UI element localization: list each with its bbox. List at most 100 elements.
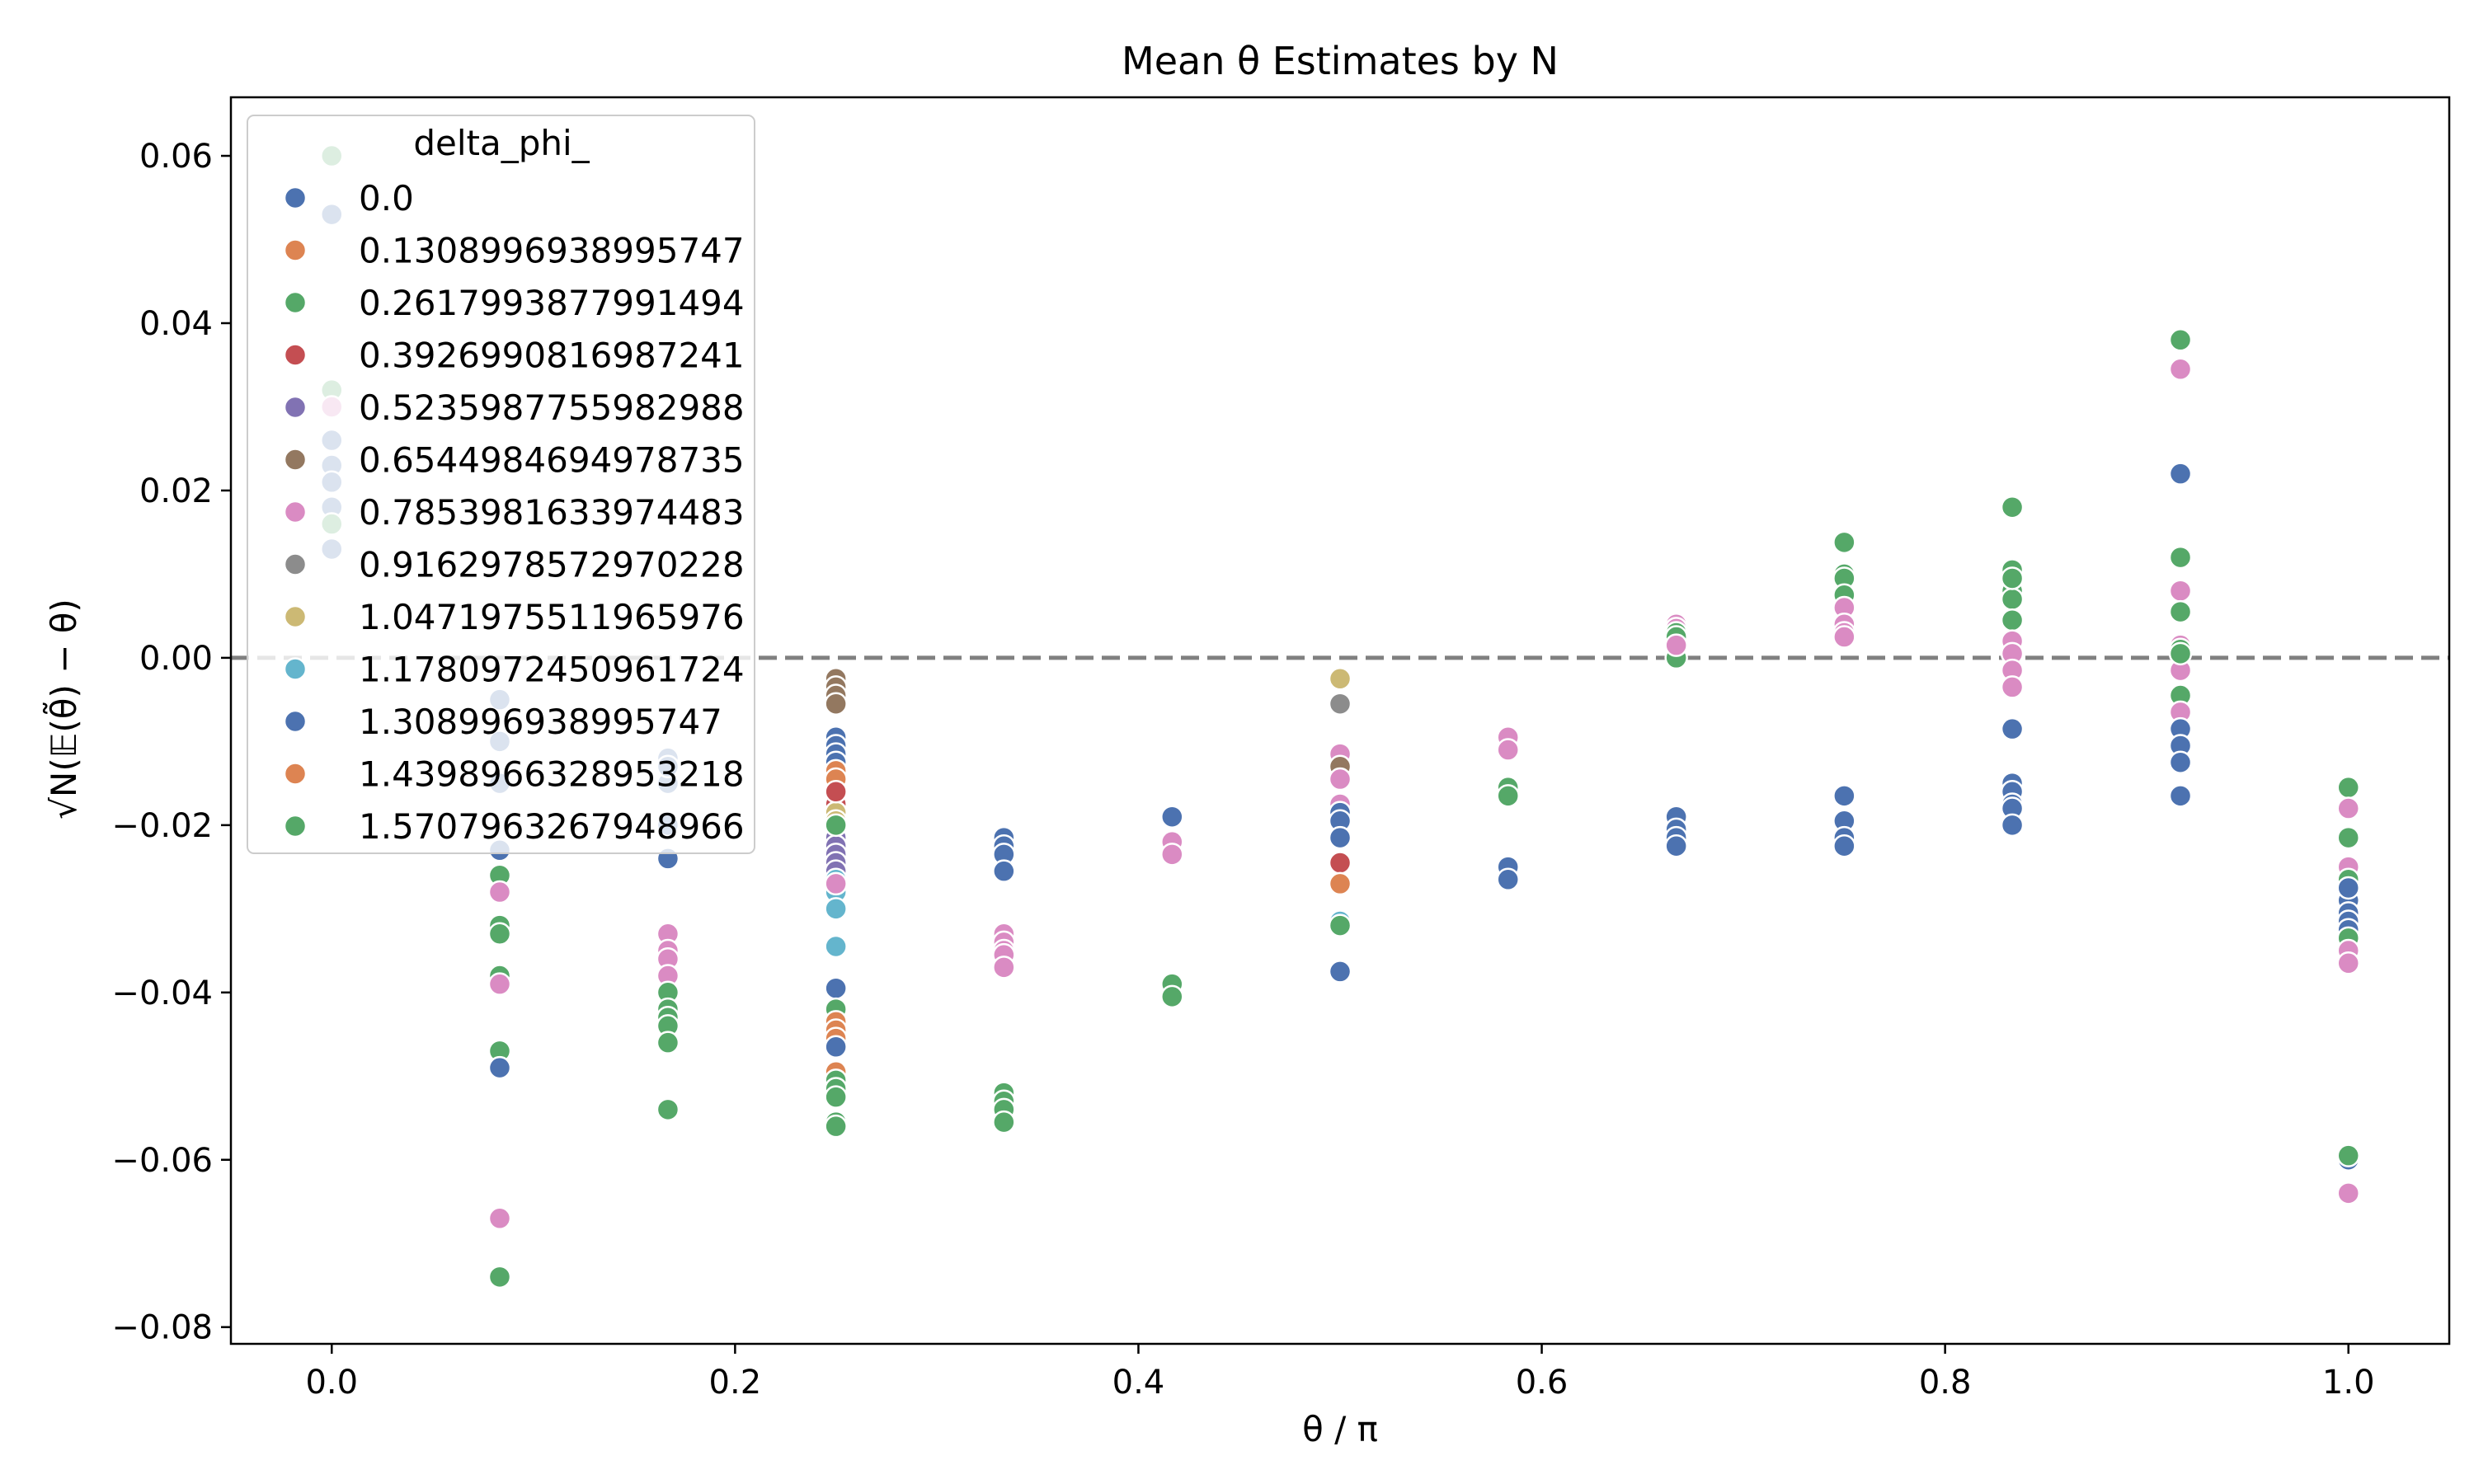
data-point — [1160, 805, 1184, 829]
chart-title: Mean θ Estimates by N — [1122, 39, 1559, 83]
legend-label: 0.6544984694978735 — [359, 440, 745, 481]
data-point — [2336, 775, 2360, 800]
data-point — [1832, 784, 1856, 808]
y-tick-label: 0.04 — [139, 305, 213, 343]
data-point — [1832, 625, 1856, 649]
legend-label: 1.0471975511965976 — [359, 597, 745, 637]
data-point — [824, 813, 848, 838]
legend-marker — [283, 448, 308, 472]
data-point — [824, 871, 848, 896]
data-point — [1160, 984, 1184, 1009]
legend-label: 0.3926990816987241 — [359, 336, 745, 376]
data-point — [1328, 913, 1352, 937]
data-point — [1496, 738, 1520, 762]
legend-marker — [283, 657, 308, 681]
legend-marker — [283, 762, 308, 786]
legend-marker — [283, 186, 308, 210]
legend-marker — [283, 343, 308, 367]
legend-marker — [283, 552, 308, 576]
data-point — [2168, 328, 2193, 352]
data-point — [2000, 675, 2025, 699]
data-point — [1328, 825, 1352, 850]
data-point — [1328, 871, 1352, 896]
data-point — [2336, 1144, 2360, 1167]
data-point — [2336, 876, 2360, 900]
data-point — [487, 1206, 512, 1231]
data-point — [2000, 587, 2025, 612]
data-point — [2168, 579, 2193, 603]
data-point — [487, 922, 512, 946]
data-point — [2000, 813, 2025, 838]
data-point — [1328, 667, 1352, 691]
x-axis-label: θ / π — [1302, 1409, 1378, 1449]
data-point — [2336, 796, 2360, 820]
legend-marker — [283, 395, 308, 420]
data-point — [487, 972, 512, 996]
legend-entries: 0.0 0.1308996938995747 0.2617993877991494 0… — [283, 178, 745, 847]
data-point — [1664, 633, 1688, 657]
data-point — [2168, 462, 2193, 486]
legend-label: 1.4398966328953218 — [359, 754, 745, 795]
plot-frame — [229, 96, 2451, 1345]
data-point — [824, 1114, 848, 1139]
data-point — [992, 956, 1016, 979]
data-point — [2168, 599, 2193, 624]
legend-marker — [283, 604, 308, 629]
data-point — [2168, 641, 2193, 666]
data-point — [2336, 825, 2360, 850]
y-tick-label: −0.08 — [111, 1309, 213, 1347]
data-point — [1664, 834, 1688, 858]
legend: delta_phi_ 0.0 0.1308996938995747 0.261799… — [247, 115, 755, 854]
data-point — [1832, 530, 1856, 555]
y-tick-label: 0.00 — [139, 640, 213, 678]
y-tick-label: 0.06 — [139, 138, 213, 176]
y-tick-label: −0.04 — [111, 974, 213, 1012]
legend-label: 1.5707963267948966 — [359, 806, 745, 847]
legend-marker — [283, 814, 308, 838]
data-point — [1328, 692, 1352, 716]
data-point — [1496, 867, 1520, 892]
x-tick-label: 0.2 — [709, 1364, 762, 1402]
data-point — [992, 859, 1016, 883]
legend-label: 0.1308996938995747 — [359, 231, 745, 271]
data-point — [2336, 951, 2360, 975]
x-tick-label: 0.6 — [1516, 1364, 1569, 1402]
data-point — [2336, 1181, 2360, 1205]
legend-marker — [283, 238, 308, 262]
data-point — [824, 976, 848, 1000]
data-point — [656, 1031, 680, 1054]
data-point — [2000, 495, 2025, 519]
legend-label: 0.7853981633974483 — [359, 492, 745, 533]
legend-label: 0.5235987755982988 — [359, 387, 745, 428]
data-point — [992, 1110, 1016, 1134]
data-point — [2168, 357, 2193, 382]
legend-label: 0.0 — [359, 178, 414, 218]
legend-box — [247, 115, 755, 854]
x-tick-label: 0.4 — [1112, 1364, 1165, 1402]
data-point — [824, 1085, 848, 1109]
data-point — [1832, 834, 1856, 858]
y-tick-label: −0.02 — [111, 807, 213, 845]
data-point — [824, 897, 848, 921]
data-point — [1160, 843, 1184, 866]
legend-label: 0.9162978572970228 — [359, 545, 745, 585]
data-point — [2000, 608, 2025, 632]
x-tick-label: 0.8 — [1919, 1364, 1972, 1402]
data-point — [2000, 716, 2025, 741]
data-point — [1328, 767, 1352, 791]
data-point — [487, 880, 512, 904]
data-point — [824, 780, 848, 804]
legend-label: 1.308996938995747 — [359, 702, 722, 742]
data-point — [487, 1055, 512, 1080]
legend-marker — [283, 290, 308, 315]
axes: 0.0 0.2 0.4 0.6 0.8 1.0 −0.08 −0.06 −0.04 −0.02 0.… — [111, 96, 2451, 1402]
legend-label: 0.2617993877991494 — [359, 283, 745, 323]
legend-label: 1.1780972450961724 — [359, 650, 745, 690]
data-point — [824, 934, 848, 959]
data-point — [2000, 566, 2025, 590]
data-point — [2168, 750, 2193, 774]
data-point — [487, 1265, 512, 1289]
legend-marker — [283, 709, 308, 734]
legend-title: delta_phi_ — [413, 123, 590, 163]
